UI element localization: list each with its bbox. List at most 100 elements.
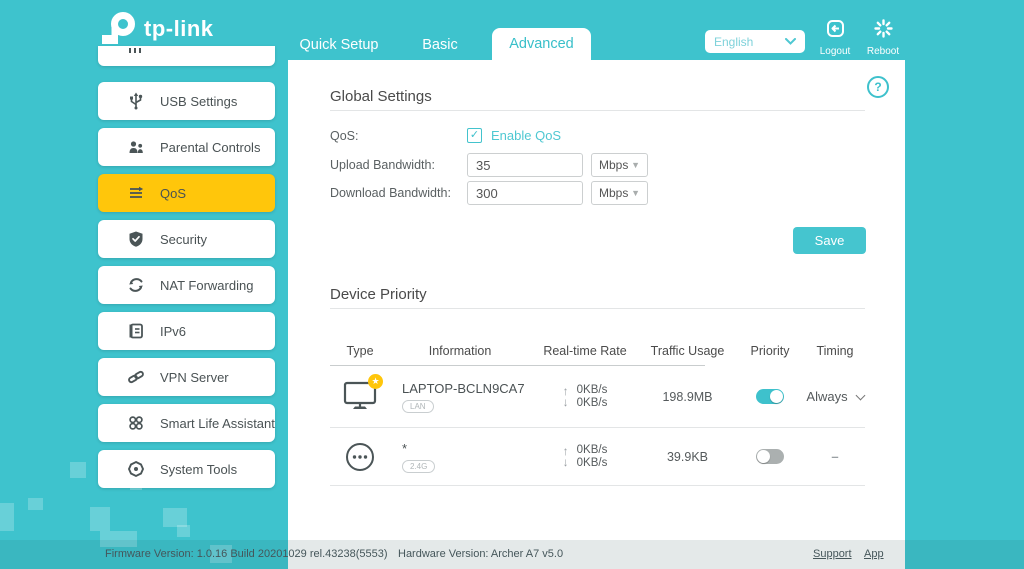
tplink-logo-icon bbox=[102, 12, 135, 44]
qos-icon bbox=[130, 186, 144, 198]
logout-icon bbox=[826, 20, 844, 37]
tplink-logo: tp-link bbox=[94, 10, 214, 48]
ipv6-icon bbox=[129, 323, 143, 339]
decor-square bbox=[163, 508, 187, 527]
sidebar-item-ipv6[interactable]: IPv6 bbox=[98, 312, 275, 350]
sidebar-item-system-tools[interactable]: System Tools bbox=[98, 450, 275, 488]
smart-life-icon bbox=[129, 416, 143, 430]
tab-quick-setup[interactable]: Quick Setup bbox=[299, 37, 379, 53]
decor-square bbox=[90, 507, 110, 531]
sidebar-item-label: NAT Forwarding bbox=[160, 277, 254, 293]
sidebar-item-qos[interactable]: QoS bbox=[98, 174, 275, 212]
partial-icon-fragment bbox=[134, 48, 136, 53]
priority-toggle[interactable] bbox=[756, 449, 784, 464]
chevron-down-icon bbox=[855, 390, 866, 400]
partial-icon-fragment bbox=[129, 48, 131, 53]
decor-square bbox=[210, 545, 232, 563]
app-link[interactable]: App bbox=[864, 548, 884, 560]
firmware-version: Firmware Version: 1.0.16 Build 20201029 … bbox=[105, 548, 388, 560]
language-select[interactable]: English bbox=[705, 30, 805, 53]
col-realtime-rate: Real-time Rate bbox=[543, 344, 627, 358]
sidebar-item-label: Parental Controls bbox=[160, 139, 261, 155]
dropdown-triangle-icon: ▼ bbox=[631, 160, 640, 170]
table-header-row: Type Information Real-time Rate Traffic … bbox=[330, 338, 865, 364]
sidebar-item-label: IPv6 bbox=[160, 323, 187, 339]
system-tools-gear-icon bbox=[127, 460, 145, 478]
upload-bandwidth-label: Upload Bandwidth: bbox=[330, 158, 435, 172]
table-row: ★ LAPTOP-BCLN9CA7 LAN ↑ ↓ 0KB/s 0KB/s 198… bbox=[330, 366, 866, 427]
sidebar-item-label: VPN Server bbox=[160, 369, 229, 385]
qos-enable-row: QoS: ✓ Enable QoS bbox=[330, 128, 561, 143]
enable-qos-checkbox[interactable]: ✓ bbox=[467, 128, 482, 143]
decor-square bbox=[0, 503, 14, 531]
upload-bandwidth-row: Upload Bandwidth: Mbps ▼ bbox=[330, 153, 648, 177]
table-row: * 2.4G ↑ ↓ 0KB/s 0KB/s 39.9KB – bbox=[330, 428, 865, 485]
download-rate: 0KB/s bbox=[576, 456, 608, 469]
traffic-usage: 39.9KB bbox=[666, 449, 708, 464]
partial-icon-fragment bbox=[139, 48, 141, 53]
save-button[interactable]: Save bbox=[793, 227, 866, 254]
sidebar-item-label: System Tools bbox=[160, 461, 238, 477]
logout-label: Logout bbox=[819, 46, 851, 57]
reboot-button[interactable]: Reboot bbox=[861, 18, 905, 57]
decor-square bbox=[70, 462, 86, 478]
logout-button[interactable]: Logout bbox=[815, 18, 855, 57]
section-divider bbox=[330, 110, 865, 111]
sidebar-item-vpn-server[interactable]: VPN Server bbox=[98, 358, 275, 396]
global-settings-title: Global Settings bbox=[330, 88, 432, 105]
computer-icon: ★ bbox=[342, 373, 383, 416]
row-divider bbox=[330, 485, 865, 486]
qos-label: QoS: bbox=[330, 128, 359, 143]
updown-arrows-icon: ↑ ↓ bbox=[562, 443, 569, 469]
unknown-device-icon bbox=[346, 442, 374, 471]
vpn-link-icon bbox=[128, 370, 144, 384]
tab-advanced[interactable]: Advanced bbox=[492, 28, 591, 60]
timing-value: Always bbox=[806, 389, 848, 404]
parental-controls-icon bbox=[129, 141, 143, 153]
timing-select[interactable]: Always bbox=[806, 389, 866, 404]
sidebar-item-partial[interactable] bbox=[98, 46, 275, 66]
device-priority-title: Device Priority bbox=[330, 286, 427, 303]
device-name: * bbox=[402, 440, 408, 456]
support-link[interactable]: Support bbox=[813, 548, 852, 560]
download-unit-select[interactable]: Mbps ▼ bbox=[591, 181, 648, 205]
sidebar-item-nat-forwarding[interactable]: NAT Forwarding bbox=[98, 266, 275, 304]
sidebar-item-label: QoS bbox=[160, 185, 187, 201]
device-name: LAPTOP-BCLN9CA7 bbox=[402, 380, 525, 396]
help-icon[interactable]: ? bbox=[867, 76, 889, 98]
decor-square bbox=[130, 478, 142, 490]
hardware-version: Hardware Version: Archer A7 v5.0 bbox=[398, 548, 564, 560]
upload-rate: 0KB/s bbox=[576, 383, 608, 396]
decor-square bbox=[28, 498, 43, 510]
timing-value: – bbox=[831, 449, 839, 464]
download-bandwidth-input[interactable] bbox=[467, 181, 583, 205]
table-header-divider bbox=[330, 365, 705, 366]
dropdown-triangle-icon: ▼ bbox=[631, 188, 640, 198]
updown-arrows-icon: ↑ ↓ bbox=[562, 383, 569, 409]
priority-toggle[interactable] bbox=[756, 389, 784, 404]
enable-qos-label: Enable QoS bbox=[491, 128, 562, 143]
sidebar-item-smart-life-assistant[interactable]: Smart Life Assistant bbox=[98, 404, 275, 442]
connection-badge: LAN bbox=[402, 399, 434, 413]
col-traffic-usage: Traffic Usage bbox=[650, 344, 725, 358]
upload-unit-select[interactable]: Mbps ▼ bbox=[591, 153, 648, 177]
footer-right-zone bbox=[905, 540, 1024, 569]
usb-icon bbox=[130, 92, 143, 110]
download-rate: 0KB/s bbox=[576, 396, 608, 409]
tab-basic[interactable]: Basic bbox=[422, 37, 458, 53]
sidebar-item-security[interactable]: Security bbox=[98, 220, 275, 258]
decor-square bbox=[100, 531, 137, 547]
download-bandwidth-row: Download Bandwidth: Mbps ▼ bbox=[330, 181, 648, 205]
reboot-icon bbox=[873, 19, 893, 38]
footer-bar: Firmware Version: 1.0.16 Build 20201029 … bbox=[0, 540, 1024, 569]
sidebar-item-parental-controls[interactable]: Parental Controls bbox=[98, 128, 275, 166]
chevron-down-icon bbox=[785, 38, 796, 45]
language-value: English bbox=[714, 34, 754, 49]
sidebar-item-label: Smart Life Assistant bbox=[160, 415, 275, 431]
reboot-label: Reboot bbox=[866, 46, 900, 57]
sidebar-item-usb-settings[interactable]: USB Settings bbox=[98, 82, 275, 120]
traffic-usage: 198.9MB bbox=[662, 389, 713, 404]
upload-bandwidth-input[interactable] bbox=[467, 153, 583, 177]
section-divider bbox=[330, 308, 865, 309]
priority-star-badge: ★ bbox=[368, 373, 383, 389]
